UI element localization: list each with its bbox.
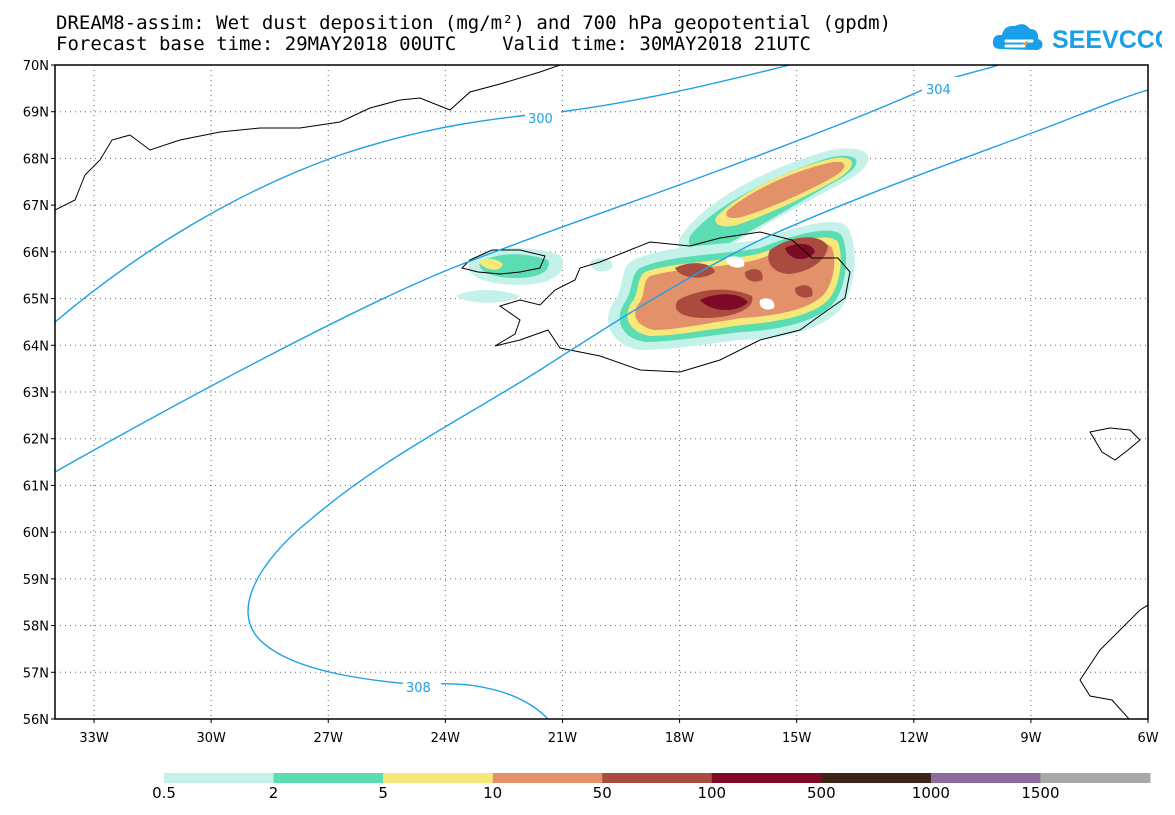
scotland-coast bbox=[1079, 604, 1148, 719]
lat-label: 69N bbox=[23, 106, 49, 121]
colorbar-label: 0.5 bbox=[152, 784, 176, 802]
geopotential-contours bbox=[55, 65, 1148, 719]
lat-label: 68N bbox=[23, 152, 49, 167]
dust-deposition-field bbox=[456, 148, 869, 350]
seevccc-logo: SEEVCCC bbox=[992, 24, 1162, 54]
lon-label: 15W bbox=[782, 731, 812, 746]
contour-308 bbox=[247, 89, 1148, 719]
colorbar-segment bbox=[164, 773, 275, 783]
lon-label: 30W bbox=[196, 731, 226, 746]
colorbar-label: 50 bbox=[592, 784, 612, 802]
lat-label: 66N bbox=[23, 246, 49, 261]
lat-label: 59N bbox=[23, 573, 49, 588]
colorbar-segment bbox=[930, 773, 1041, 783]
colorbar-segment bbox=[1040, 773, 1151, 783]
map-frame bbox=[54, 64, 1149, 720]
lon-label: 21W bbox=[548, 731, 578, 746]
lon-label: 18W bbox=[665, 731, 695, 746]
lon-label: 27W bbox=[314, 731, 344, 746]
cloud-icon bbox=[992, 24, 1043, 50]
lat-label: 57N bbox=[23, 666, 49, 681]
colorbar-label: 5 bbox=[378, 784, 388, 802]
lat-label: 65N bbox=[23, 293, 49, 308]
colorbar-segment bbox=[383, 773, 494, 783]
contour-labels: 300 304 308 bbox=[403, 77, 960, 696]
contour-label-304: 304 bbox=[926, 83, 951, 98]
colorbar-label: 100 bbox=[697, 784, 727, 802]
colorbar-label: 500 bbox=[807, 784, 836, 802]
coastlines bbox=[55, 65, 1148, 719]
lon-label: 6W bbox=[1137, 731, 1158, 746]
lat-label: 60N bbox=[23, 526, 49, 541]
longitude-labels: 33W 30W 27W 24W 21W 18W 15W 12W 9W 6W bbox=[79, 719, 1159, 746]
contour-300 bbox=[55, 65, 791, 323]
latitude-labels: 70N 69N 68N 67N 66N 65N 64N 63N 62N 61N 60N 59N 58N 5… bbox=[23, 59, 55, 728]
colorbar-label: 2 bbox=[268, 784, 279, 802]
colorbar bbox=[164, 773, 1151, 783]
lon-label: 33W bbox=[79, 731, 109, 746]
contour-label-308: 308 bbox=[406, 681, 431, 696]
colorbar-segment bbox=[711, 773, 822, 783]
lat-label: 58N bbox=[23, 620, 49, 635]
colorbar-segment bbox=[602, 773, 713, 783]
colorbar-label: 1000 bbox=[911, 784, 950, 802]
colorbar-label: 10 bbox=[483, 784, 503, 802]
graticule bbox=[55, 65, 1148, 719]
iceland-coast bbox=[494, 231, 851, 373]
lat-label: 64N bbox=[23, 339, 49, 354]
colorbar-segment bbox=[821, 773, 932, 783]
lon-label: 12W bbox=[899, 731, 929, 746]
lat-label: 70N bbox=[23, 59, 49, 74]
westfjords-coast bbox=[461, 249, 546, 275]
lat-label: 67N bbox=[23, 199, 49, 214]
map-subtitle: Forecast base time: 29MAY2018 00UTC Vali… bbox=[56, 33, 811, 55]
lat-label: 56N bbox=[23, 713, 49, 728]
colorbar-segment bbox=[492, 773, 603, 783]
lon-label: 24W bbox=[431, 731, 461, 746]
lat-label: 62N bbox=[23, 433, 49, 448]
lat-label: 63N bbox=[23, 386, 49, 401]
logo-text: SEEVCCC bbox=[1052, 26, 1162, 54]
colorbar-label: 1500 bbox=[1021, 784, 1060, 802]
faroe-coast bbox=[1089, 427, 1141, 461]
greenland-coast bbox=[55, 65, 561, 211]
colorbar-segment bbox=[273, 773, 384, 783]
map-title: DREAM8-assim: Wet dust deposition (mg/m²… bbox=[56, 12, 892, 34]
lon-label: 9W bbox=[1020, 731, 1041, 746]
contour-label-300: 300 bbox=[528, 112, 553, 127]
lat-label: 61N bbox=[23, 479, 49, 494]
